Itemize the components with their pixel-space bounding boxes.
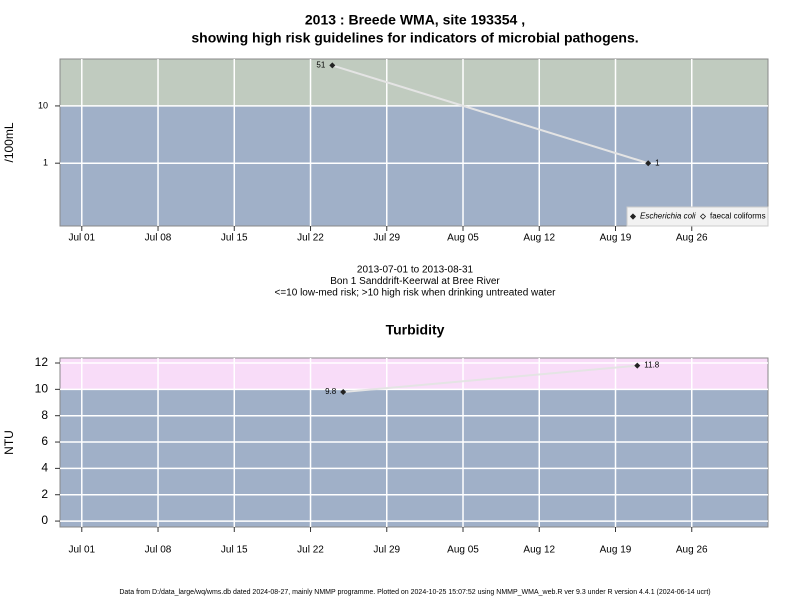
chart-title: Turbidity bbox=[386, 322, 445, 338]
high-risk-band bbox=[60, 59, 768, 106]
series-line bbox=[343, 364, 638, 393]
y-axis-label: NTU bbox=[2, 430, 16, 455]
x-tick-label: Jul 29 bbox=[373, 233, 400, 244]
x-tick-label: Jul 08 bbox=[145, 545, 172, 556]
data-label: 1 bbox=[655, 158, 660, 167]
y-tick-label: 6 bbox=[41, 434, 48, 448]
caption: Bon 1 Sanddrift-Keerwal at Bree River bbox=[330, 276, 500, 287]
y-tick-label: 0 bbox=[41, 513, 48, 527]
low-risk-band bbox=[60, 105, 768, 226]
plot-frame bbox=[59, 58, 769, 227]
y-tick-label: 1 bbox=[43, 158, 48, 168]
chart-title: 2013 : Breede WMA, site 193354 , bbox=[305, 12, 525, 28]
x-tick-label: Aug 19 bbox=[600, 233, 632, 244]
chart-title: showing high risk guidelines for indicat… bbox=[191, 30, 638, 46]
caption: <=10 low-med risk; >10 high risk when dr… bbox=[275, 288, 557, 299]
legend-symbol bbox=[699, 213, 707, 220]
y-axis-label: /100mL bbox=[2, 122, 16, 162]
y-tick-label: 2 bbox=[41, 487, 48, 501]
legend-label: Escherichia coli bbox=[640, 212, 696, 221]
x-tick-label: Aug 26 bbox=[676, 233, 708, 244]
legend-label: faecal coliforms bbox=[710, 212, 766, 221]
data-point bbox=[645, 160, 652, 167]
x-tick-label: Jul 08 bbox=[145, 233, 172, 244]
x-tick-label: Aug 12 bbox=[523, 233, 555, 244]
x-tick-label: Aug 26 bbox=[676, 545, 708, 556]
y-tick-label: 8 bbox=[41, 408, 48, 422]
y-tick-label: 12 bbox=[35, 355, 49, 369]
y-tick-label: 10 bbox=[38, 100, 48, 110]
x-tick-label: Jul 01 bbox=[68, 545, 95, 556]
x-tick-label: Jul 22 bbox=[297, 545, 324, 556]
data-point bbox=[340, 388, 347, 395]
x-tick-label: Jul 15 bbox=[221, 233, 248, 244]
data-point bbox=[329, 62, 336, 69]
y-tick-label: 4 bbox=[41, 461, 48, 475]
legend-box bbox=[626, 206, 769, 227]
data-label: 11.8 bbox=[644, 361, 660, 370]
x-tick-label: Aug 12 bbox=[523, 545, 555, 556]
x-tick-label: Aug 05 bbox=[447, 545, 479, 556]
data-label: 51 bbox=[316, 61, 325, 70]
data-point bbox=[634, 362, 641, 369]
x-tick-label: Jul 15 bbox=[221, 545, 248, 556]
low-risk-band bbox=[60, 389, 768, 527]
y-tick-label: 10 bbox=[35, 382, 49, 396]
x-tick-label: Aug 05 bbox=[447, 233, 479, 244]
footer: Data from D:/data_large/wq/wms.db dated … bbox=[119, 589, 710, 596]
x-tick-label: Aug 19 bbox=[600, 545, 632, 556]
x-tick-label: Jul 29 bbox=[373, 545, 400, 556]
series-line bbox=[332, 64, 649, 165]
legend-symbol bbox=[629, 213, 637, 220]
caption: 2013-07-01 to 2013-08-31 bbox=[357, 265, 474, 276]
x-tick-label: Jul 01 bbox=[68, 233, 95, 244]
data-label: 9.8 bbox=[325, 387, 337, 396]
x-tick-label: Jul 22 bbox=[297, 233, 324, 244]
